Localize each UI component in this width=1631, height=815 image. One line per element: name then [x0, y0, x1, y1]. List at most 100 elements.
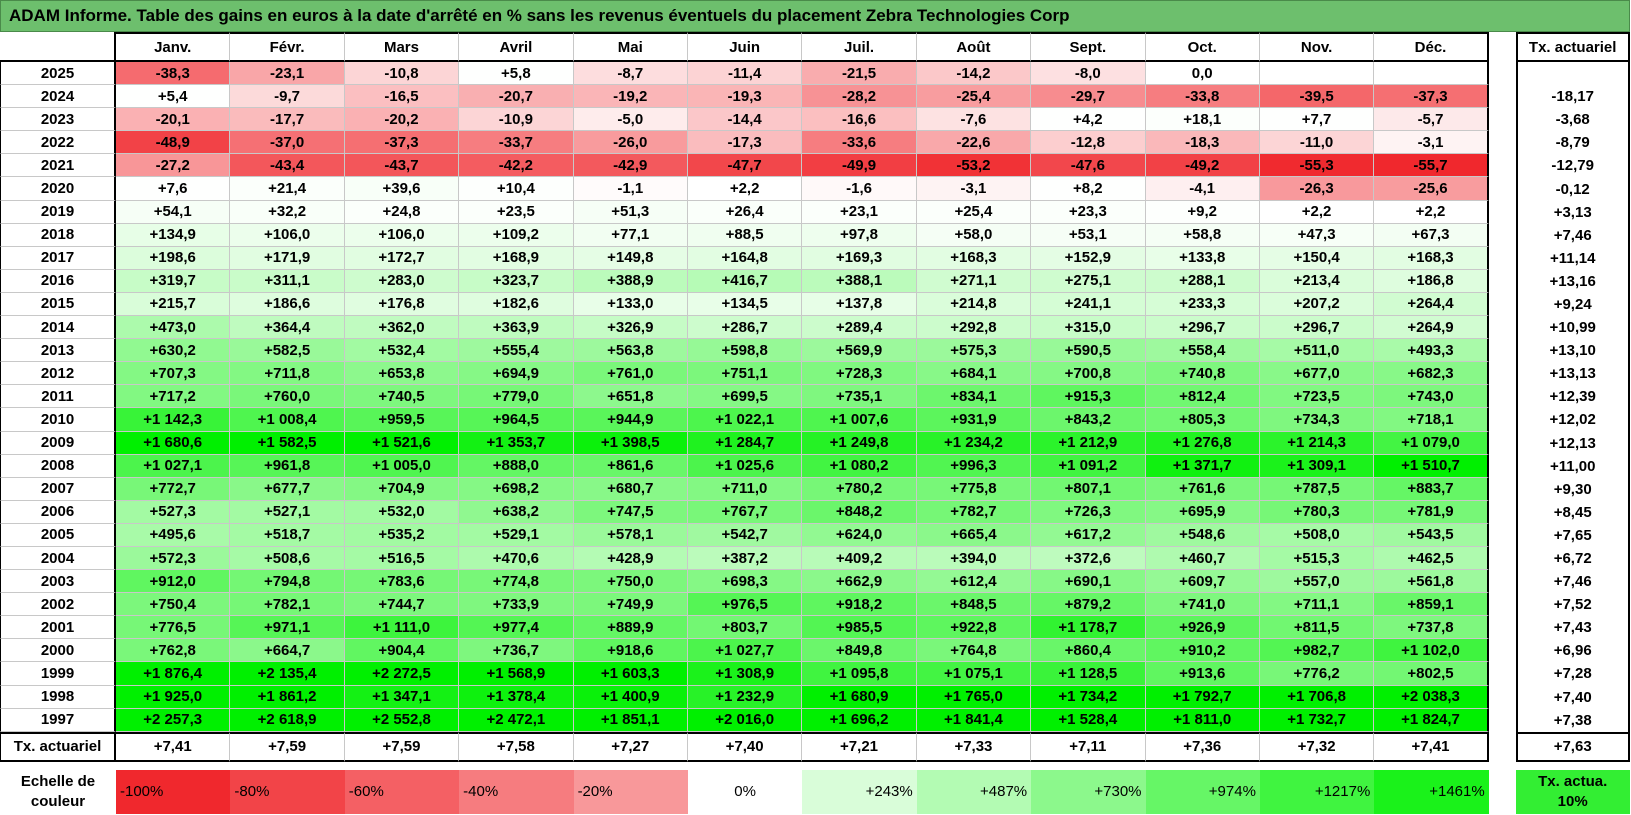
column-header: Avril	[459, 32, 574, 62]
gain-cell	[1259, 62, 1375, 86]
rate-cell: -12,79	[1515, 154, 1630, 178]
column-header: Sept.	[1031, 32, 1146, 62]
gain-cell: +805,3	[1145, 408, 1260, 432]
gain-cell: +704,9	[344, 477, 460, 501]
gain-cell: +1 378,4	[459, 685, 574, 709]
gain-cell: -10,9	[459, 108, 574, 132]
gain-cell: +532,0	[344, 500, 460, 524]
gain-cell: -20,7	[459, 85, 574, 109]
gain-cell: +733,9	[459, 593, 574, 617]
gain-cell: +2 272,5	[344, 662, 460, 686]
gain-cell: +780,3	[1259, 500, 1375, 524]
rate-cell: +7,52	[1515, 593, 1630, 617]
column-header: Oct.	[1145, 32, 1260, 62]
year-label: 2015	[0, 292, 116, 317]
year-label: 2002	[0, 593, 116, 617]
gain-cell: +1 079,0	[1374, 431, 1489, 455]
gain-cell: +598,8	[687, 339, 803, 363]
gain-cell: +319,7	[116, 269, 231, 293]
gain-cell: +462,5	[1374, 546, 1489, 571]
gain-cell: +527,3	[116, 500, 231, 524]
gain-cell: -22,6	[916, 131, 1032, 155]
gain-cell: +1 568,9	[459, 662, 574, 686]
gain-cell: +698,3	[687, 570, 803, 594]
gain-cell: +1 212,9	[1031, 431, 1146, 455]
gain-cell: +848,2	[802, 500, 917, 524]
gain-cell: +959,5	[344, 408, 460, 432]
gain-cell: +168,3	[916, 246, 1032, 270]
gain-cell: +535,2	[344, 523, 460, 547]
gain-cell: +9,2	[1145, 200, 1260, 224]
gain-cell: -26,3	[1259, 177, 1375, 201]
gap	[1489, 385, 1516, 408]
gain-cell: +388,9	[573, 269, 688, 293]
gain-cell: +695,9	[1145, 500, 1260, 524]
year-label: 2020	[0, 177, 116, 201]
gain-cell: +665,4	[916, 523, 1032, 547]
gain-cell: +23,3	[1031, 200, 1146, 224]
gain-cell: +164,8	[687, 246, 803, 270]
gain-cell: +2,2	[687, 177, 803, 201]
gain-cell: -10,8	[344, 62, 460, 86]
year-label: 2006	[0, 500, 116, 524]
gain-cell: +133,8	[1145, 246, 1260, 270]
gain-cell: +787,5	[1259, 477, 1375, 501]
gain-cell: -49,2	[1145, 154, 1260, 178]
gain-cell: +182,6	[459, 292, 574, 317]
gain-cell: +555,4	[459, 339, 574, 363]
gap	[1489, 154, 1516, 177]
gain-cell: -8,7	[573, 62, 688, 86]
gap	[1489, 662, 1516, 685]
gain-cell: +106,0	[344, 223, 460, 247]
gain-cell: +1 284,7	[687, 431, 803, 455]
year-label: 2014	[0, 316, 116, 340]
rate-cell: +6,96	[1515, 639, 1630, 663]
rate-cell: +9,24	[1515, 292, 1630, 317]
gain-cell: +723,5	[1259, 385, 1375, 409]
footer-cell: +7,59	[230, 731, 345, 762]
gain-cell: +25,4	[916, 200, 1032, 224]
gain-cell: +1 005,0	[344, 454, 460, 478]
gain-cell: +918,2	[802, 593, 917, 617]
gain-cell: 0,0	[1145, 62, 1260, 86]
rate-cell: +13,16	[1515, 269, 1630, 293]
gain-cell: +1 582,5	[230, 431, 345, 455]
gain-cell: -16,5	[344, 85, 460, 109]
gain-cell: +662,9	[802, 570, 917, 594]
column-header: Juil.	[802, 32, 917, 62]
gain-cell: +964,5	[459, 408, 574, 432]
gain-cell: +214,8	[916, 292, 1032, 317]
gap	[1489, 362, 1516, 385]
gain-cell: +323,7	[459, 269, 574, 293]
gap	[1489, 408, 1516, 431]
gain-cell: +609,7	[1145, 570, 1260, 594]
gain-cell: +264,9	[1374, 316, 1489, 340]
gain-cell: +23,1	[802, 200, 917, 224]
scale-step: +974%	[1145, 769, 1260, 814]
column-header: Mars	[344, 32, 460, 62]
gain-cell: -12,8	[1031, 131, 1146, 155]
year-label: 2023	[0, 108, 116, 132]
gain-cell: +1 102,0	[1374, 639, 1489, 663]
gain-cell: +736,7	[459, 639, 574, 663]
rate-cell: +7,46	[1515, 570, 1630, 594]
gain-cell: -18,3	[1145, 131, 1260, 155]
footer-cell: +7,41	[116, 731, 231, 762]
gap	[1489, 732, 1516, 762]
gain-cell: +1 007,6	[802, 408, 917, 432]
rate-header: Tx. actuariel	[1515, 32, 1630, 62]
rate-cell: +7,43	[1515, 616, 1630, 640]
gain-cell: -16,6	[802, 108, 917, 132]
gain-cell: +718,1	[1374, 408, 1489, 432]
gain-cell: +879,2	[1031, 593, 1146, 617]
gain-cell: +1 603,3	[573, 662, 688, 686]
gain-cell: +1 841,4	[916, 708, 1032, 732]
gain-cell: +575,3	[916, 339, 1032, 363]
gain-cell: +779,0	[459, 385, 574, 409]
gain-cell: +734,3	[1259, 408, 1375, 432]
column-header: Janv.	[116, 32, 231, 62]
rate-cell: +10,99	[1515, 316, 1630, 340]
gain-cell: +612,4	[916, 570, 1032, 594]
gain-cell: +152,9	[1031, 246, 1146, 270]
gain-cell: +134,5	[687, 292, 803, 317]
